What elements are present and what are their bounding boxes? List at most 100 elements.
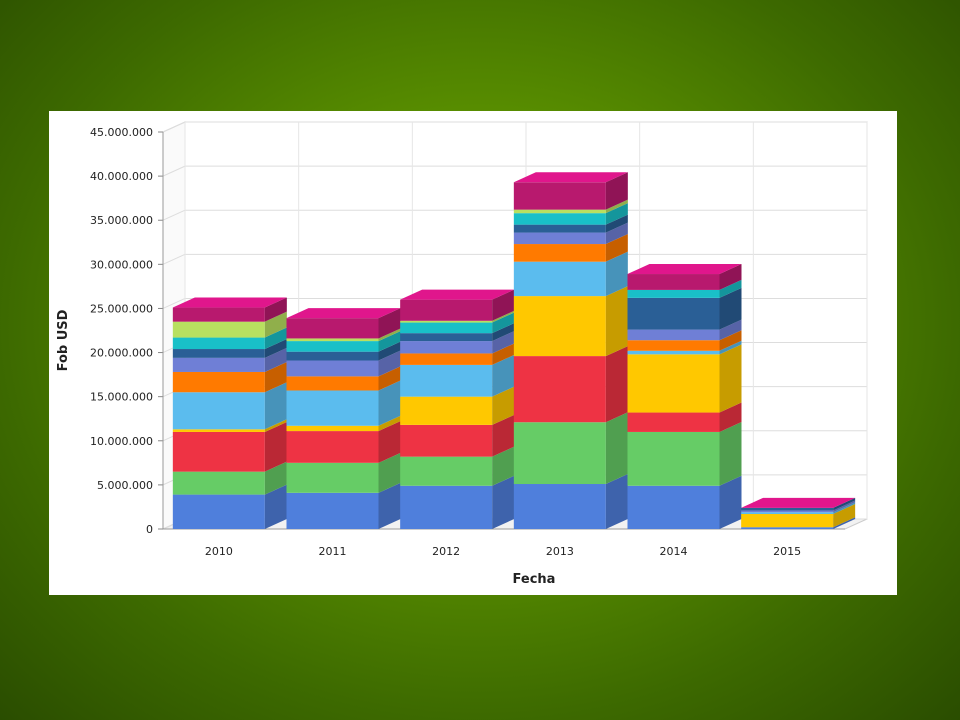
bar-segment (286, 492, 379, 529)
bar-segment (513, 213, 606, 225)
bar-segment-side (492, 386, 515, 425)
bar-segment (741, 514, 834, 528)
chart-panel: 0 5.000.000 10.000.000 15.000.000 20.000.000… (49, 111, 897, 595)
bar-segment-side (264, 361, 287, 393)
bar-top-face (741, 497, 856, 508)
bar-segment-side (719, 287, 742, 330)
bar-segment-side (264, 484, 287, 529)
bar-segment (400, 341, 493, 354)
bar-segment (172, 429, 265, 432)
bar-top-face (172, 297, 287, 308)
bar-segment-side (605, 346, 628, 423)
bar-top-face (513, 172, 628, 183)
bar-segment-side (264, 311, 287, 338)
bar-segment (627, 329, 720, 341)
x-tick-label: 2013 (546, 545, 574, 558)
stacked-bar-chart: 0 5.000.000 10.000.000 15.000.000 20.000.000… (56, 121, 868, 587)
bar-segment (286, 462, 379, 493)
x-axis-title: Fecha (513, 572, 556, 587)
bar-segment (627, 274, 720, 290)
bar-segment (400, 456, 493, 486)
bar-segment-side (264, 421, 287, 472)
tick-labels: 0 5.000.000 10.000.000 15.000.000 20.000.000… (90, 126, 801, 558)
bar-segment-side (719, 330, 742, 351)
bar-stack-2010 (172, 297, 287, 529)
bar-segment (513, 182, 606, 210)
bar-segment (172, 321, 265, 338)
bar-segment-side (719, 279, 742, 298)
bar-segment-side (605, 474, 628, 529)
bar-stack-2014 (627, 264, 742, 529)
bar-top-face (400, 289, 515, 300)
x-tick-label: 2014 (660, 545, 688, 558)
bars-layer (172, 172, 856, 529)
bar-segment-side (719, 264, 742, 290)
bar-segment-side (605, 203, 628, 225)
bar-segment (400, 333, 493, 342)
bar-segment-side (378, 331, 401, 352)
y-tick-label: 5.000.000 (97, 479, 153, 492)
bar-segment-side (378, 482, 401, 529)
bar-stack-2012 (400, 289, 515, 529)
bar-segment (627, 289, 720, 298)
bar-segment-side (719, 344, 742, 413)
x-tick-label: 2015 (773, 545, 801, 558)
bar-segment-side (492, 323, 515, 342)
bar-segment (513, 224, 606, 233)
bar-segment-side (264, 347, 287, 372)
x-tick-label: 2010 (205, 545, 233, 558)
y-tick-label: 20.000.000 (90, 347, 153, 360)
bar-segment-side (719, 319, 742, 341)
bar-segment (400, 320, 493, 323)
bar-segment-side (378, 415, 401, 432)
bar-segment-side (605, 199, 628, 214)
bar-segment (172, 431, 265, 472)
bar-segment (286, 351, 379, 361)
bar-segment (286, 376, 379, 391)
y-tick-label: 30.000.000 (90, 258, 153, 271)
bar-segment (741, 510, 834, 513)
bar-segment-side (719, 475, 742, 529)
bar-segment-side (605, 222, 628, 245)
bar-segment-side (833, 500, 856, 513)
bar-segment-side (492, 446, 515, 486)
bar-segment (627, 412, 720, 432)
bar-segment (172, 371, 265, 393)
bar-segment (400, 322, 493, 334)
bar-segment-side (492, 475, 515, 529)
bar-segment-side (492, 331, 515, 354)
y-tick-label: 25.000.000 (90, 302, 153, 315)
bar-segment-side (378, 366, 401, 391)
bar-segment (741, 507, 834, 511)
bar-segment-side (378, 452, 401, 493)
bar-segment (400, 364, 493, 397)
bar-segment (627, 431, 720, 486)
bar-segment-side (378, 380, 401, 426)
bar-top-face (627, 264, 742, 275)
bar-stack-2011 (286, 308, 401, 529)
bar-segment-side (605, 286, 628, 357)
bar-segment-side (833, 502, 856, 515)
bar-segment (513, 261, 606, 297)
bar-segment-side (264, 382, 287, 430)
bar-segment-side (719, 421, 742, 486)
bar-segment-side (264, 461, 287, 495)
bar-segment (513, 422, 606, 485)
bar-segment (400, 396, 493, 425)
bar-segment-side (492, 354, 515, 397)
bar-segment (513, 296, 606, 357)
bar-segment-side (605, 234, 628, 262)
bar-segment-side (492, 312, 515, 334)
bar-segment-side (719, 340, 742, 355)
bar-segment-side (492, 414, 515, 457)
y-tick-label: 15.000.000 (90, 391, 153, 404)
bar-segment-side (605, 214, 628, 233)
bar-segment-side (378, 328, 401, 342)
bar-segment (172, 337, 265, 350)
bar-segment-side (605, 412, 628, 485)
y-tick-label: 45.000.000 (90, 126, 153, 139)
bar-segment-side (378, 350, 401, 377)
bar-segment-side (264, 419, 287, 432)
bar-segment (627, 354, 720, 413)
